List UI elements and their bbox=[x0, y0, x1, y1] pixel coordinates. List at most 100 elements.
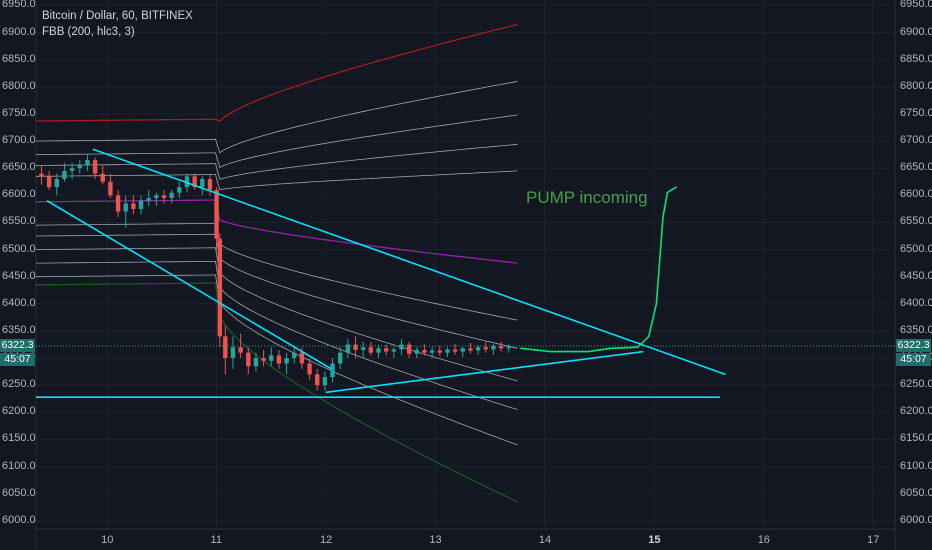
price-tick-label: 6400.0 bbox=[900, 296, 932, 309]
current-price-tag-right: 6322.3 bbox=[896, 338, 931, 352]
fbb-band-line bbox=[35, 23, 518, 122]
candle-body bbox=[475, 347, 481, 351]
candle-body bbox=[214, 189, 219, 239]
projection-path bbox=[520, 186, 677, 353]
candle-body bbox=[161, 195, 167, 199]
candle-body bbox=[54, 179, 59, 188]
fbb-bands bbox=[35, 23, 518, 503]
candle-body bbox=[261, 358, 266, 361]
candle-body bbox=[62, 170, 67, 180]
price-tick-label: 6650.0 bbox=[2, 161, 36, 174]
price-tick-label: 6900.0 bbox=[2, 25, 36, 38]
candle-body bbox=[292, 352, 297, 359]
price-tick-label: 6200.0 bbox=[2, 405, 36, 418]
time-tick-label: 17 bbox=[867, 534, 880, 546]
indicator-title[interactable]: FBB (200, hlc3, 3) bbox=[42, 26, 135, 38]
candle-body bbox=[200, 179, 205, 188]
price-tick-label: 6350.0 bbox=[900, 323, 932, 336]
candle-body bbox=[483, 347, 488, 350]
countdown-tag-right: 45:07 bbox=[896, 352, 931, 366]
candle-body bbox=[506, 346, 511, 349]
candle-body bbox=[253, 358, 259, 367]
price-tick-label: 6950.0 bbox=[900, 0, 932, 11]
price-tick-label: 6600.0 bbox=[900, 188, 932, 201]
fbb-band-line bbox=[35, 223, 518, 321]
candle-body bbox=[445, 349, 450, 353]
symbol-title[interactable]: Bitcoin / Dollar, 60, BITFINEX bbox=[42, 10, 193, 22]
countdown-tag-left: 45:07 bbox=[0, 352, 35, 366]
time-tick-label: 11 bbox=[210, 534, 222, 546]
candle-body bbox=[322, 377, 328, 386]
candles bbox=[39, 154, 511, 391]
price-tick-label: 6800.0 bbox=[2, 79, 36, 92]
fbb-band-line bbox=[36, 282, 518, 503]
candle-body bbox=[360, 347, 366, 350]
price-tick-label: 6450.0 bbox=[2, 269, 36, 282]
fbb-band-line bbox=[36, 170, 518, 191]
price-tick-label: 6150.0 bbox=[2, 432, 36, 445]
time-tick-label: 15 bbox=[648, 534, 661, 546]
candle-body bbox=[46, 176, 52, 188]
price-tick-label: 6250.0 bbox=[2, 378, 36, 391]
candle-body bbox=[353, 344, 358, 350]
candle-body bbox=[169, 192, 174, 199]
candle-body bbox=[429, 350, 435, 353]
candle-body bbox=[85, 160, 90, 166]
fbb-band-line bbox=[36, 114, 518, 168]
candle-body bbox=[315, 374, 320, 386]
candle-body bbox=[452, 349, 458, 352]
price-tick-label: 6750.0 bbox=[2, 106, 36, 119]
candle-body bbox=[177, 187, 182, 193]
candle-body bbox=[230, 347, 236, 359]
price-tick-label: 6950.0 bbox=[2, 0, 36, 11]
candle-body bbox=[184, 176, 190, 188]
time-tick-label: 12 bbox=[319, 534, 333, 546]
time-tick-label: 10 bbox=[101, 534, 114, 546]
candle-body bbox=[345, 344, 351, 353]
candle-body bbox=[39, 173, 44, 177]
price-tick-label: 6100.0 bbox=[900, 459, 932, 472]
price-tick-label: 6150.0 bbox=[900, 432, 932, 445]
time-tick-label: 13 bbox=[429, 534, 442, 546]
candle-body bbox=[269, 355, 274, 361]
candle-body bbox=[123, 203, 128, 212]
price-tick-label: 6250.0 bbox=[900, 378, 932, 391]
price-tick-label: 6600.0 bbox=[2, 188, 36, 201]
candle-body bbox=[307, 363, 312, 375]
candle-body bbox=[138, 200, 144, 209]
candle-body bbox=[368, 347, 374, 353]
fbb-band-line bbox=[35, 143, 518, 180]
drawings[interactable] bbox=[36, 148, 726, 398]
price-tick-label: 6050.0 bbox=[900, 486, 932, 499]
price-tick-label: 6350.0 bbox=[2, 323, 36, 336]
price-tick-label: 6050.0 bbox=[2, 486, 36, 499]
candle-body bbox=[399, 344, 404, 350]
trendline bbox=[46, 200, 332, 370]
candle-body bbox=[246, 352, 251, 367]
price-tick-label: 6850.0 bbox=[900, 52, 932, 65]
price-tick-label: 6550.0 bbox=[900, 215, 932, 228]
candle-body bbox=[131, 203, 136, 209]
chart-legend: Bitcoin / Dollar, 60, BITFINEX FBB (200,… bbox=[42, 8, 193, 40]
candle-body bbox=[69, 168, 75, 171]
candle-body bbox=[100, 173, 105, 182]
candle-body bbox=[115, 195, 121, 212]
fbb-band-line bbox=[36, 261, 518, 410]
candle-body bbox=[376, 348, 381, 353]
candle-body bbox=[238, 347, 243, 353]
candle-body bbox=[460, 348, 465, 352]
fbb-band-line bbox=[36, 274, 518, 446]
price-tick-label: 6700.0 bbox=[900, 134, 932, 147]
candle-body bbox=[338, 352, 343, 364]
fbb-band-line bbox=[36, 233, 518, 349]
candle-body bbox=[207, 179, 213, 190]
pump-annotation[interactable]: PUMP incoming bbox=[526, 188, 648, 207]
candle-body bbox=[437, 350, 442, 353]
candle-body bbox=[154, 195, 159, 199]
candle-body bbox=[491, 346, 496, 350]
candle-body bbox=[468, 348, 473, 351]
current-price-tag-left: 6322.3 bbox=[0, 338, 35, 352]
price-tick-label: 6400.0 bbox=[2, 296, 36, 309]
candle-body bbox=[299, 352, 305, 364]
